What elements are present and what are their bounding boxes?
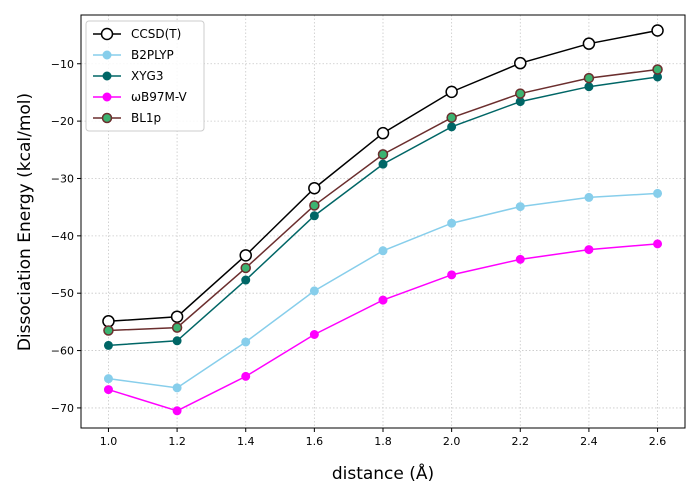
series-bl1p bbox=[103, 64, 663, 336]
series-b97m-v-point bbox=[515, 254, 525, 264]
y-tick-label: −20 bbox=[51, 115, 74, 128]
series-xyg3-point bbox=[172, 336, 182, 346]
series-b2plyp-point bbox=[309, 286, 319, 296]
series-bl1p-point bbox=[515, 88, 526, 99]
series-xyg3-point bbox=[447, 122, 457, 132]
legend-marker bbox=[101, 112, 113, 124]
series-xyg3-point bbox=[309, 211, 319, 221]
series-bl1p-point bbox=[652, 64, 663, 75]
series-xyg3-point bbox=[378, 159, 388, 169]
series-b97m-v-point bbox=[447, 270, 457, 280]
y-axis-ticks: −70 −60 −50 −40 −30 −20 −10 bbox=[51, 58, 81, 415]
series-layer bbox=[102, 24, 664, 416]
legend-label: ωB97M-V bbox=[131, 90, 188, 104]
grid-lines bbox=[81, 15, 685, 428]
series-ccsd-t-point bbox=[102, 315, 115, 328]
series-bl1p-point bbox=[309, 200, 320, 211]
legend-marker bbox=[102, 50, 112, 60]
series-bl1p-point bbox=[446, 112, 457, 123]
y-tick-label: −60 bbox=[51, 345, 74, 358]
x-tick-label: 1.8 bbox=[374, 435, 392, 448]
y-tick-label: −10 bbox=[51, 58, 74, 71]
series-bl1p-point bbox=[377, 149, 389, 160]
series-b97m-v-point bbox=[584, 245, 594, 255]
series-ccsd-t-point bbox=[376, 126, 390, 140]
legend-label: B2PLYP bbox=[131, 48, 174, 62]
series-b2plyp-point bbox=[515, 202, 525, 212]
series-b97m-v-point bbox=[309, 330, 319, 340]
series-bl1p-point bbox=[240, 262, 251, 274]
series-b2plyp-point bbox=[378, 246, 388, 256]
series-b97m-v-point bbox=[172, 406, 182, 416]
x-axis-ticks: 1.0 1.2 1.4 1.6 1.8 2.0 2.2 2.4 2.6 bbox=[100, 428, 667, 448]
series-b2plyp-point bbox=[584, 192, 594, 202]
y-axis-label: Dissociation Energy (kcal/mol) bbox=[15, 93, 35, 351]
series-ccsd-t-point bbox=[170, 310, 184, 323]
series-ccsd-t-point bbox=[445, 85, 458, 99]
series-b97m-v-point bbox=[653, 239, 663, 249]
series-b2plyp-point bbox=[172, 383, 182, 393]
x-tick-label: 2.6 bbox=[649, 435, 667, 448]
x-tick-label: 2.2 bbox=[512, 435, 530, 448]
legend-marker bbox=[100, 27, 114, 41]
series-ccsd-t bbox=[102, 24, 664, 328]
series-ccsd-t-point bbox=[308, 181, 321, 195]
legend-item-b2plyp: B2PLYP bbox=[93, 48, 174, 62]
series-b2plyp bbox=[103, 188, 663, 393]
legend: CCSD(T) B2PLYP XYG3 ωB97M-V BL1p bbox=[85, 20, 205, 132]
y-tick-label: −70 bbox=[51, 402, 74, 415]
legend-label: XYG3 bbox=[131, 69, 163, 83]
x-tick-label: 1.6 bbox=[306, 435, 324, 448]
x-tick-label: 1.4 bbox=[237, 435, 255, 448]
series-bl1p-point bbox=[171, 322, 183, 333]
series-bl1p-point bbox=[583, 72, 595, 84]
series-xyg3-point bbox=[103, 340, 113, 350]
legend-item-xyg3: XYG3 bbox=[93, 69, 163, 83]
x-tick-label: 1.2 bbox=[168, 435, 186, 448]
x-tick-label: 1.0 bbox=[100, 435, 118, 448]
series-ccsd-t-point bbox=[514, 56, 527, 70]
x-tick-label: 2.4 bbox=[580, 435, 598, 448]
legend-item-bl1p: BL1p bbox=[93, 111, 161, 125]
series-ccsd-t-point bbox=[239, 249, 252, 262]
series-xyg3-point bbox=[584, 82, 594, 92]
series-b2plyp-point bbox=[103, 374, 113, 384]
series-b2plyp-point bbox=[447, 218, 457, 228]
legend-item-b97m-v: ωB97M-V bbox=[93, 90, 188, 104]
series-b2plyp-point bbox=[653, 188, 663, 198]
series-b2plyp-point bbox=[241, 337, 251, 347]
series-bl1p-point bbox=[103, 325, 114, 336]
series-b97m-v-point bbox=[241, 371, 251, 381]
legend-label: BL1p bbox=[131, 111, 161, 125]
legend-label: CCSD(T) bbox=[131, 27, 181, 41]
y-tick-label: −30 bbox=[51, 172, 74, 185]
series-ccsd-t-point bbox=[651, 24, 664, 37]
legend-item-ccsd-t: CCSD(T) bbox=[93, 27, 181, 41]
x-tick-label: 2.0 bbox=[443, 435, 461, 448]
y-tick-label: −40 bbox=[51, 230, 74, 243]
series-b97m-v bbox=[103, 239, 663, 416]
legend-marker bbox=[102, 92, 112, 102]
legend-box bbox=[85, 20, 205, 132]
series-xyg3-point bbox=[241, 275, 251, 285]
y-tick-label: −50 bbox=[51, 287, 74, 300]
series-b97m-v-point bbox=[378, 295, 388, 305]
x-axis-label: distance (Å) bbox=[332, 462, 434, 484]
legend-marker bbox=[102, 71, 112, 81]
series-b97m-v-point bbox=[103, 385, 113, 395]
series-ccsd-t-point bbox=[582, 37, 596, 50]
